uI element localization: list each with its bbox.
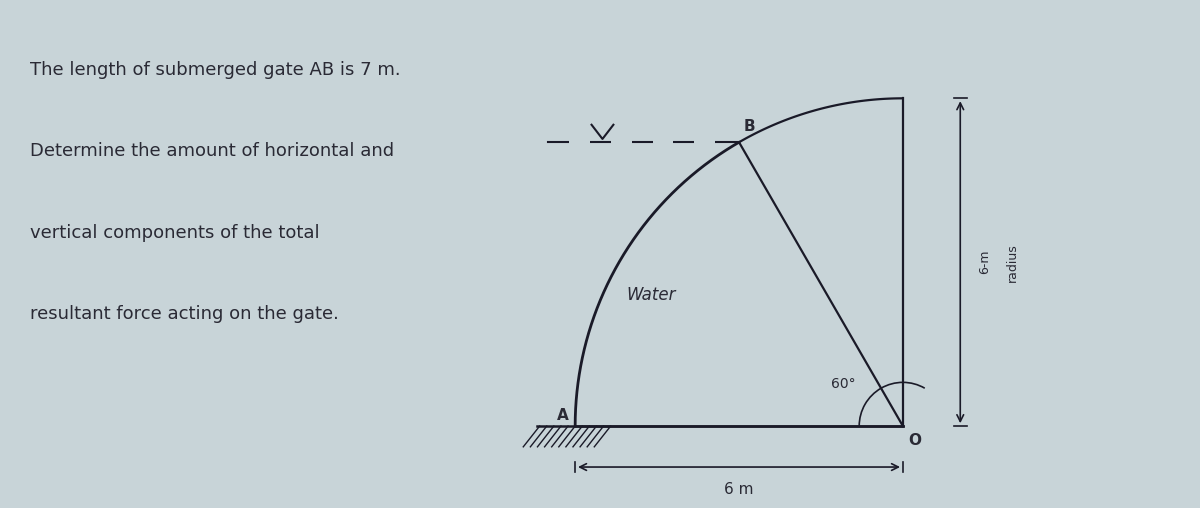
Text: 6 m: 6 m — [725, 482, 754, 497]
Text: radius: radius — [1006, 243, 1019, 281]
Text: vertical components of the total: vertical components of the total — [30, 224, 320, 241]
Text: Water: Water — [626, 286, 677, 304]
Text: A: A — [557, 408, 569, 423]
Text: B: B — [744, 119, 755, 134]
Text: Determine the amount of horizontal and: Determine the amount of horizontal and — [30, 142, 395, 160]
Text: O: O — [908, 433, 922, 448]
Text: 6-m: 6-m — [978, 250, 991, 274]
Text: The length of submerged gate AB is 7 m.: The length of submerged gate AB is 7 m. — [30, 61, 401, 79]
Text: resultant force acting on the gate.: resultant force acting on the gate. — [30, 305, 340, 323]
Text: 60°: 60° — [830, 376, 856, 391]
